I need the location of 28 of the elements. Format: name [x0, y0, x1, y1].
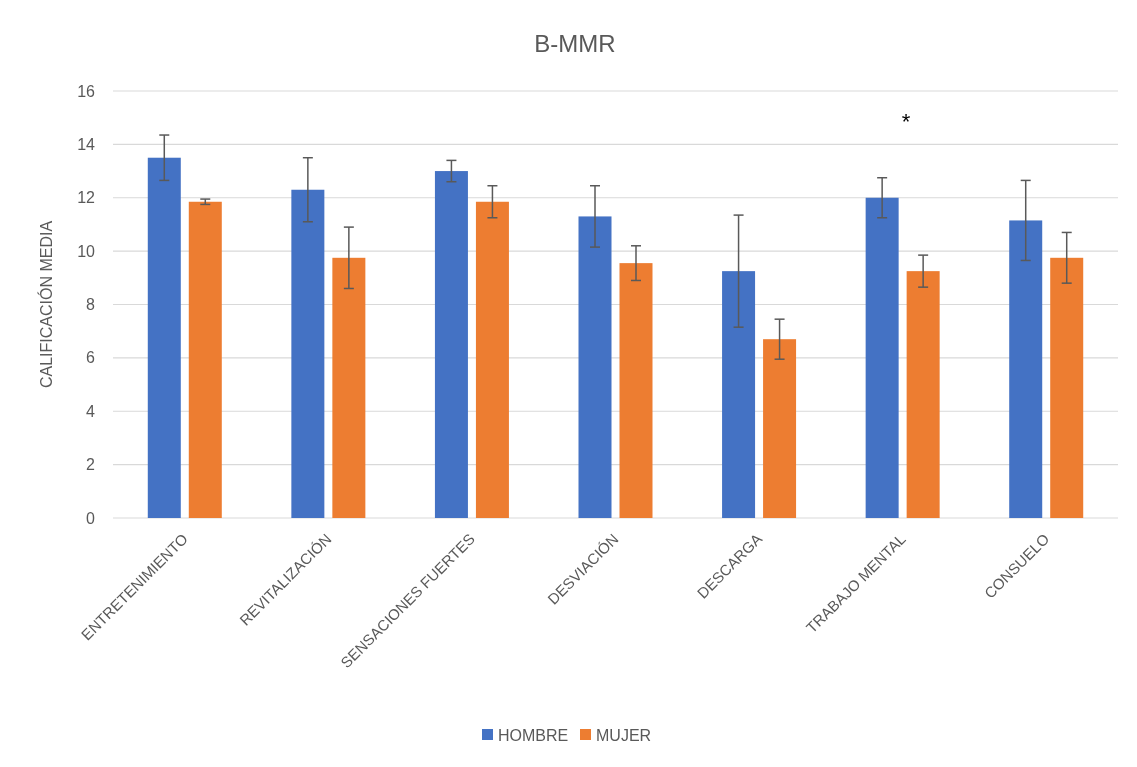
y-tick-label: 4 — [86, 402, 96, 420]
bar — [291, 189, 325, 518]
legend-label: HOMBRE — [498, 726, 569, 744]
bar — [906, 271, 940, 518]
bar — [188, 201, 222, 518]
bar — [434, 171, 468, 518]
bar — [1050, 257, 1084, 518]
bar — [475, 201, 509, 518]
bar — [619, 263, 653, 518]
y-tick-label: 8 — [86, 296, 96, 314]
bar — [147, 157, 181, 518]
bar — [1009, 220, 1043, 518]
annotation: * — [901, 109, 911, 135]
bar — [722, 271, 756, 518]
bar — [763, 339, 797, 518]
y-tick-label: 2 — [86, 456, 96, 474]
bar — [332, 257, 366, 518]
y-tick-label: 12 — [77, 189, 96, 207]
y-axis-title: CALIFICACIÓN MEDIA — [37, 220, 55, 389]
bar — [578, 216, 612, 518]
y-tick-label: 6 — [86, 349, 96, 367]
y-tick-label: 16 — [77, 82, 96, 100]
chart-title: B-MMR — [534, 30, 616, 57]
bar — [865, 197, 899, 518]
y-tick-label: 10 — [77, 242, 96, 260]
legend-label: MUJER — [596, 726, 652, 744]
y-tick-label: 0 — [86, 509, 96, 527]
y-tick-label: 14 — [77, 135, 96, 153]
